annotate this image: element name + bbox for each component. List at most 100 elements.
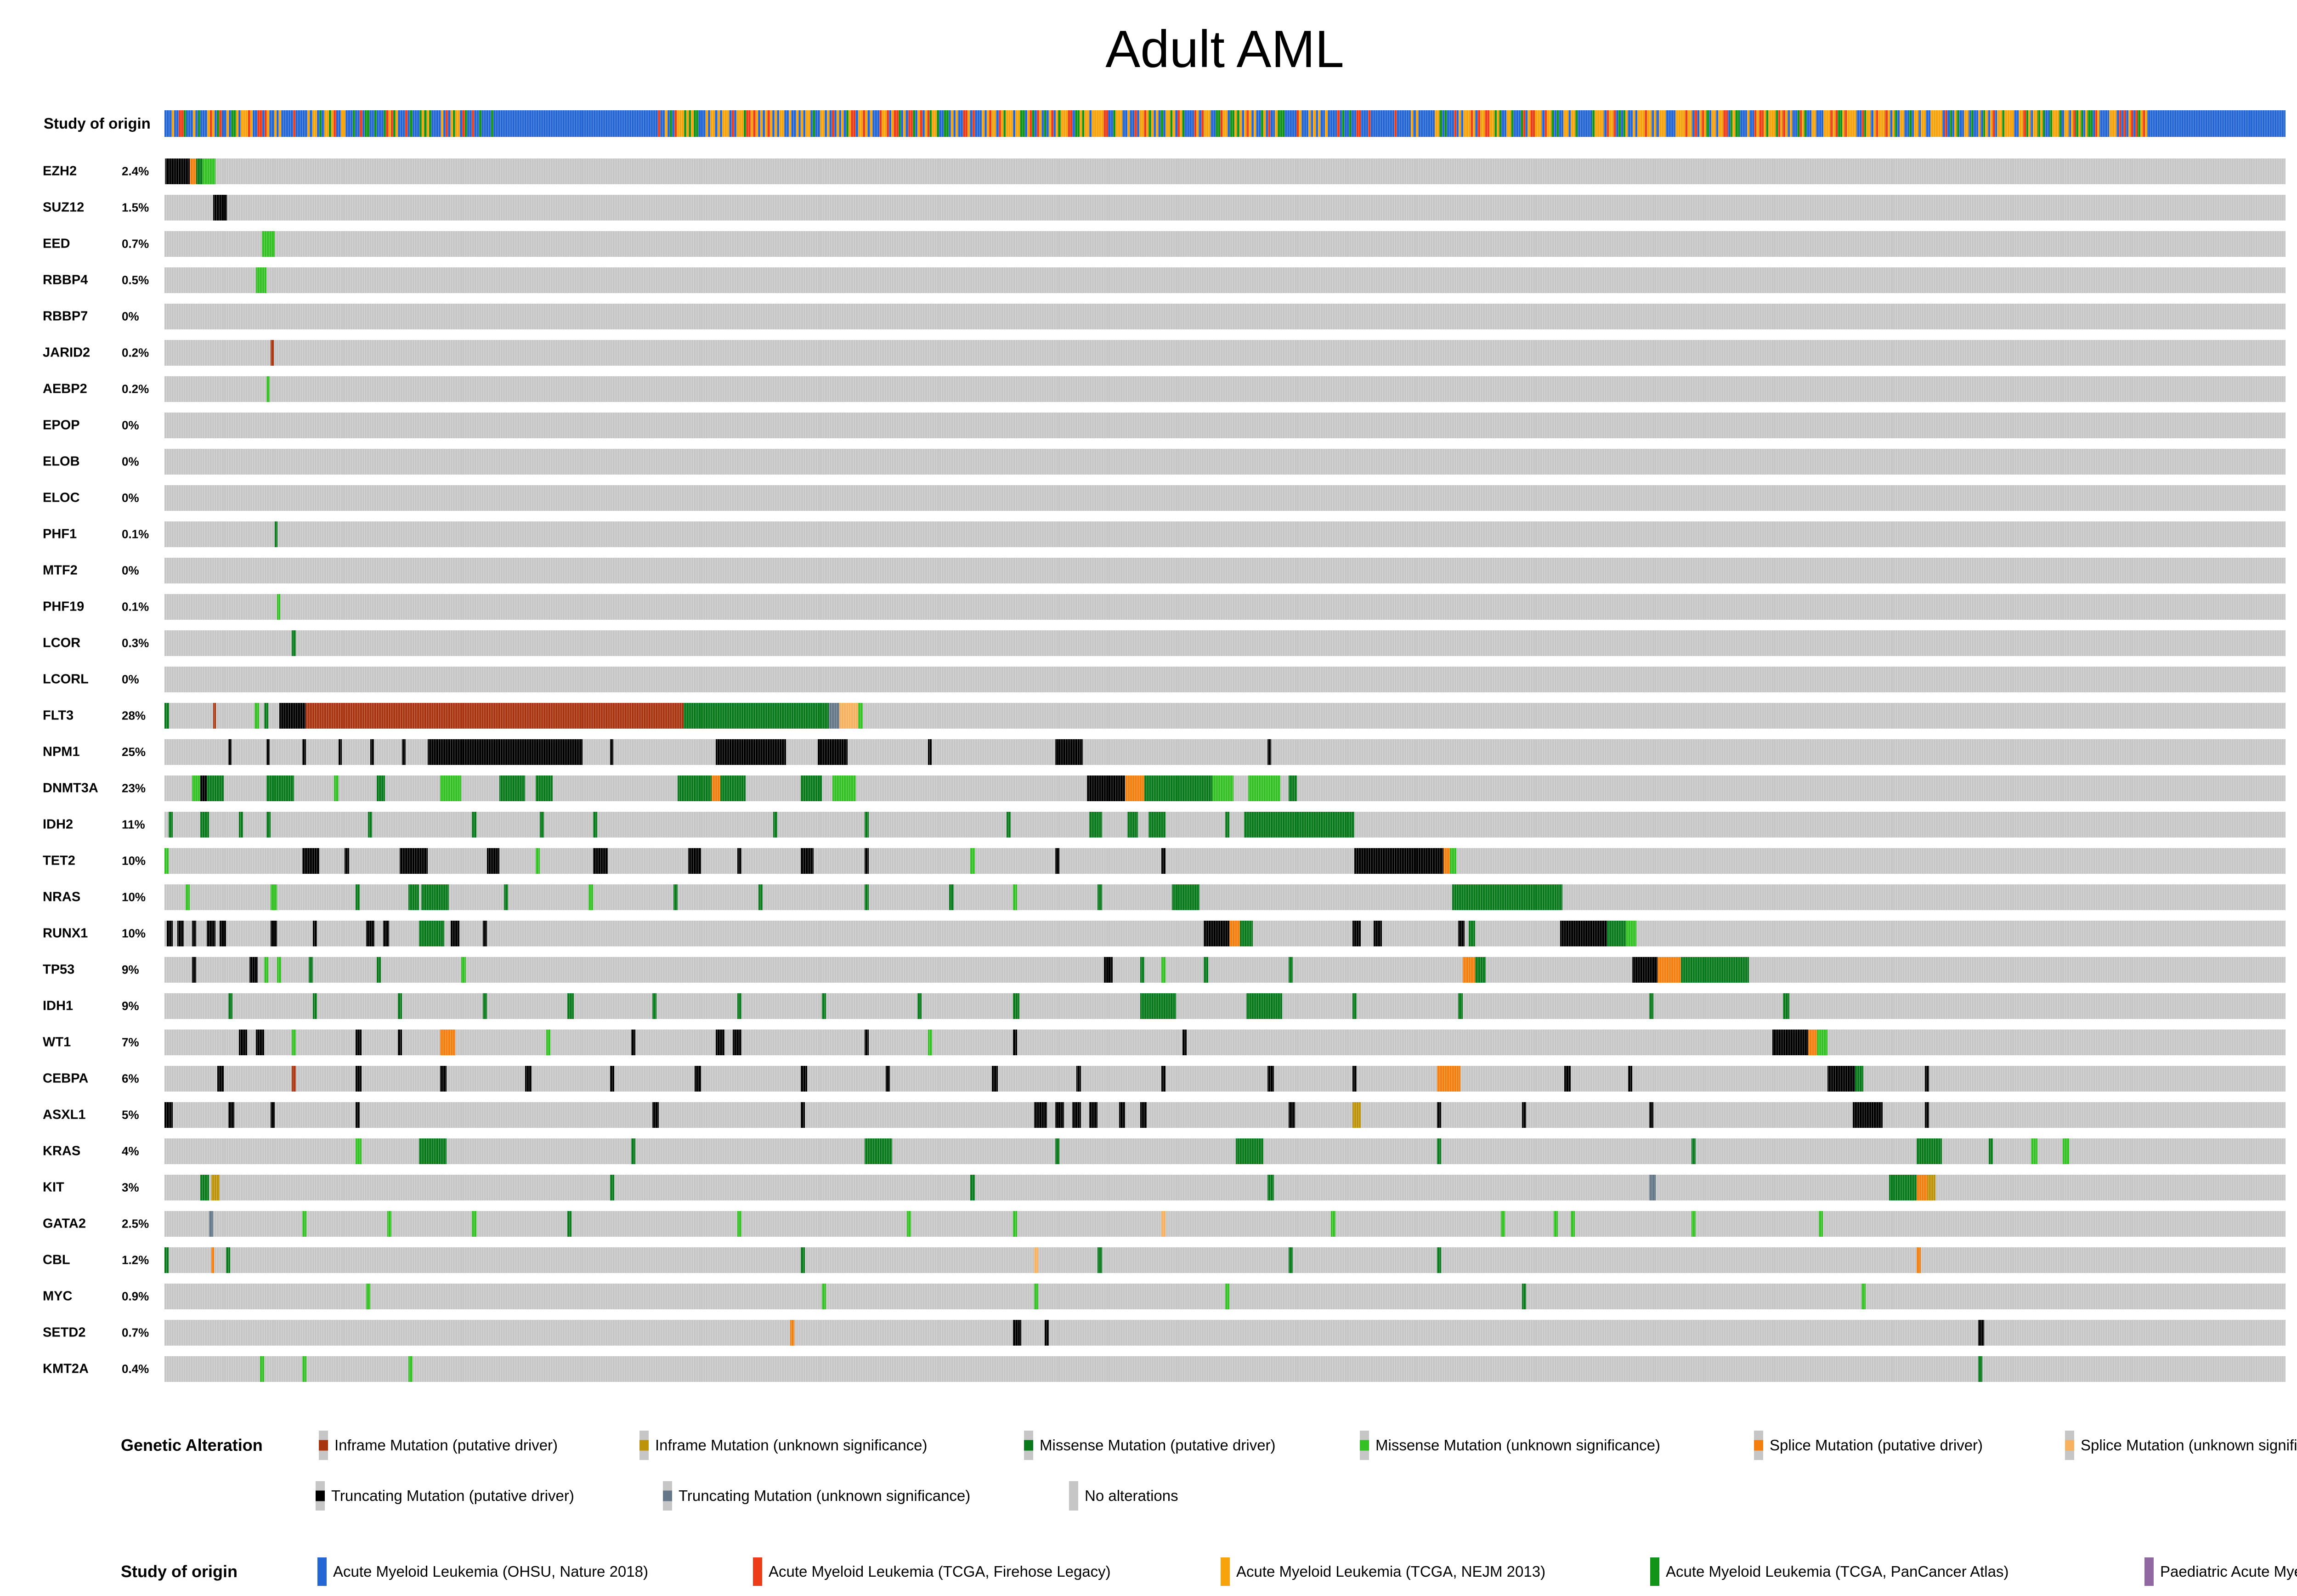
study-sample-column bbox=[2114, 110, 2117, 137]
sample-column-separators bbox=[164, 267, 2286, 293]
study-sample-column bbox=[2150, 110, 2152, 137]
study-sample-column bbox=[1983, 110, 1986, 137]
mutation-mark bbox=[249, 957, 258, 983]
gene-track-adult[interactable] bbox=[164, 340, 2286, 366]
swatch-color bbox=[639, 1440, 649, 1451]
mutation-mark bbox=[1246, 993, 1283, 1019]
mutation-mark bbox=[737, 848, 741, 874]
gene-track-adult[interactable] bbox=[164, 957, 2286, 983]
mutation-mark bbox=[733, 1030, 741, 1055]
sample-column-separators bbox=[164, 957, 2286, 983]
gene-name-adult: EZH2 bbox=[43, 164, 77, 179]
gene-track-adult[interactable] bbox=[164, 1320, 2286, 1346]
study-of-origin-track-adult[interactable] bbox=[164, 110, 2286, 137]
study-sample-column bbox=[2045, 110, 2048, 137]
study-sample-column bbox=[238, 110, 241, 137]
gene-track-adult[interactable] bbox=[164, 376, 2286, 402]
study-sample-column bbox=[598, 110, 601, 137]
study-sample-column bbox=[560, 110, 563, 137]
study-sample-column bbox=[460, 110, 463, 137]
gene-track-adult[interactable] bbox=[164, 921, 2286, 946]
sample-column-separators bbox=[164, 1066, 2286, 1092]
gene-track-adult[interactable] bbox=[164, 1030, 2286, 1055]
gene-track-adult[interactable] bbox=[164, 884, 2286, 910]
study-sample-column bbox=[1508, 110, 1511, 137]
mutation-mark bbox=[302, 848, 320, 874]
study-sample-column bbox=[1032, 110, 1035, 137]
gene-track-adult[interactable] bbox=[164, 1066, 2286, 1092]
study-sample-column bbox=[1995, 110, 1997, 137]
gene-track-adult[interactable] bbox=[164, 1138, 2286, 1164]
study-sample-column bbox=[877, 110, 880, 137]
study-sample-column bbox=[2088, 110, 2090, 137]
study-sample-column bbox=[569, 110, 572, 137]
legend-item-sd-swatch bbox=[1754, 1431, 1763, 1460]
gene-track-adult[interactable] bbox=[164, 1247, 2286, 1273]
gene-track-adult[interactable] bbox=[164, 158, 2286, 184]
gene-track-adult[interactable] bbox=[164, 739, 2286, 765]
study-sample-column bbox=[707, 110, 711, 137]
study-sample-column bbox=[760, 110, 763, 137]
study-sample-column bbox=[2223, 110, 2226, 137]
study-sample-column bbox=[1851, 110, 1855, 137]
study-sample-column bbox=[1153, 110, 1156, 137]
study-sample-column bbox=[731, 110, 735, 137]
study-sample-column bbox=[1241, 110, 1245, 137]
study-sample-column bbox=[1513, 110, 1516, 137]
study-sample-column bbox=[710, 110, 713, 137]
gene-name-adult: RBBP7 bbox=[43, 309, 88, 324]
gene-track-adult[interactable] bbox=[164, 1284, 2286, 1309]
gene-track-adult[interactable] bbox=[164, 521, 2286, 547]
mutation-mark bbox=[1161, 1211, 1166, 1237]
study-sample-column bbox=[2126, 110, 2128, 137]
study-sample-column bbox=[1039, 110, 1042, 137]
mutation-mark bbox=[1087, 775, 1126, 801]
gene-track-adult[interactable] bbox=[164, 630, 2286, 656]
study-sample-column bbox=[467, 110, 470, 137]
study-sample-column bbox=[1582, 110, 1585, 137]
study-sample-column bbox=[736, 110, 739, 137]
gene-track-adult[interactable] bbox=[164, 195, 2286, 221]
mutation-mark bbox=[737, 1211, 741, 1237]
gene-track-adult[interactable] bbox=[164, 304, 2286, 329]
study-sample-column bbox=[998, 110, 1001, 137]
study-sample-column bbox=[1963, 110, 1967, 137]
study-sample-column bbox=[314, 110, 317, 137]
gene-track-adult[interactable] bbox=[164, 558, 2286, 583]
gene-track-adult[interactable] bbox=[164, 812, 2286, 838]
study-sample-column bbox=[476, 110, 480, 137]
study-sample-column bbox=[1673, 110, 1676, 137]
study-sample-column bbox=[1203, 110, 1206, 137]
study-sample-column bbox=[1728, 110, 1731, 137]
gene-track-adult[interactable] bbox=[164, 413, 2286, 438]
gene-track-adult[interactable] bbox=[164, 1102, 2286, 1128]
legend-item-study-pancancer-swatch bbox=[1650, 1557, 1659, 1586]
gene-track-adult[interactable] bbox=[164, 993, 2286, 1019]
gene-track-adult[interactable] bbox=[164, 703, 2286, 729]
gene-track-adult[interactable] bbox=[164, 1211, 2286, 1237]
gene-track-adult[interactable] bbox=[164, 1175, 2286, 1200]
gene-track-adult[interactable] bbox=[164, 267, 2286, 293]
study-sample-column bbox=[822, 110, 825, 137]
study-sample-column bbox=[1442, 110, 1445, 137]
study-sample-column bbox=[2035, 110, 2038, 137]
mutation-mark bbox=[1649, 1175, 1656, 1200]
study-sample-column bbox=[903, 110, 906, 137]
study-sample-column bbox=[1816, 110, 1819, 137]
study-sample-column bbox=[843, 110, 847, 137]
mutation-mark bbox=[270, 884, 277, 910]
gene-track-adult[interactable] bbox=[164, 1356, 2286, 1382]
study-sample-column bbox=[1847, 110, 1850, 137]
mutation-mark bbox=[1127, 812, 1138, 838]
gene-track-adult[interactable] bbox=[164, 594, 2286, 620]
gene-track-adult[interactable] bbox=[164, 848, 2286, 874]
mutation-mark bbox=[203, 158, 215, 184]
gene-track-adult[interactable] bbox=[164, 775, 2286, 801]
mutation-mark bbox=[262, 231, 275, 257]
gene-track-adult[interactable] bbox=[164, 231, 2286, 257]
gene-track-adult[interactable] bbox=[164, 667, 2286, 692]
gene-track-adult[interactable] bbox=[164, 485, 2286, 511]
gene-track-adult[interactable] bbox=[164, 449, 2286, 475]
study-sample-column bbox=[2274, 110, 2276, 137]
study-sample-column bbox=[1754, 110, 1757, 137]
